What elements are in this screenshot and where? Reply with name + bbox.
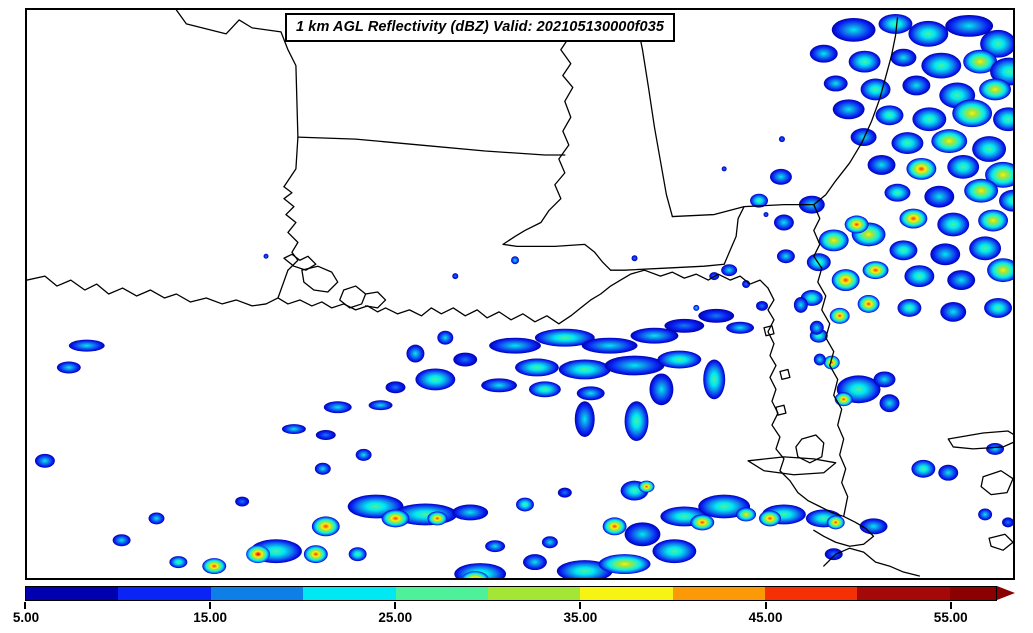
coastline-florida-east — [813, 203, 849, 518]
lake-small-2 — [775, 404, 787, 416]
coastline-delta-spur — [364, 291, 387, 309]
lake-small-3 — [763, 325, 775, 337]
island-bahamas-1 — [947, 430, 1013, 450]
coastline-cuba — [823, 547, 921, 577]
colorbar-tick — [579, 602, 582, 609]
echo-cluster-florida-peninsula — [709, 264, 900, 413]
colorbar-tick-label: 5.00 — [12, 610, 40, 625]
colorbar-segment — [395, 587, 488, 600]
colorbar-segment — [949, 587, 996, 600]
colorbar-segment — [118, 587, 211, 600]
coastline-louisiana — [277, 269, 646, 325]
coastline-atlantic-ne — [813, 17, 899, 206]
border-arkansas-louisiana — [297, 136, 566, 156]
colorbar-tick — [394, 602, 397, 609]
border-mississippi-river — [502, 21, 574, 245]
coastline-lake-pontchartrain — [301, 265, 339, 293]
colorbar-segment — [857, 587, 950, 600]
echo-cluster-ne-florida — [750, 168, 869, 370]
colorbar-tick-label: 25.00 — [378, 610, 413, 625]
colorbar-tick-label: 55.00 — [933, 610, 968, 625]
echo-specks — [263, 136, 785, 311]
colorbar-segment — [26, 587, 119, 600]
island-bahamas-3 — [980, 470, 1013, 496]
coastline-birdfoot-delta — [339, 285, 367, 309]
title-box: 1 km AGL Reflectivity (dBZ) Valid: 20210… — [285, 13, 676, 42]
map-svg — [27, 10, 1013, 578]
colorbar-tick — [24, 602, 26, 609]
echo-cluster-bahamas — [911, 442, 1013, 528]
colorbar-tick — [949, 602, 952, 609]
colorbar-tick-label: 35.00 — [563, 610, 598, 625]
colorbar-container: 5.00 15.00 25.00 35.00 45.00 55.00 — [0, 583, 1033, 633]
reflectivity-field — [34, 13, 1013, 578]
colorbar-segment — [672, 587, 765, 600]
border-louisiana-mississippi-south — [502, 243, 612, 271]
colorbar — [25, 586, 997, 601]
colorbar-tick-label: 45.00 — [748, 610, 783, 625]
border-alabama-georgia — [635, 19, 674, 218]
map-plot-area — [25, 8, 1015, 580]
geography-boundaries — [27, 10, 1013, 577]
colorbar-segment — [210, 587, 304, 600]
island-bahamas-2 — [747, 456, 837, 476]
colorbar-segment — [303, 587, 396, 600]
echo-band-central-gulf — [34, 308, 755, 547]
coastline-georgia-atlantic — [671, 205, 745, 218]
colorbar-segment — [765, 587, 858, 600]
border-georgia-florida — [723, 203, 815, 265]
echo-line-southern-gulf — [169, 480, 888, 578]
coastline-florida-west — [767, 287, 845, 518]
echo-cluster-ne-atlantic — [809, 13, 1013, 322]
figure-title: 1 km AGL Reflectivity (dBZ) Valid: 20210… — [296, 19, 665, 35]
colorbar-tick — [764, 602, 767, 609]
coastline-florida-panhandle — [643, 269, 769, 289]
colorbar-segment — [580, 587, 673, 600]
colorbar-tick-label: 15.00 — [193, 610, 228, 625]
coastline-florida-keys — [813, 515, 875, 547]
border-sabine-river — [283, 186, 299, 271]
border-alabama-florida — [609, 263, 725, 271]
colorbar-tick — [209, 602, 212, 609]
lake-small-1 — [779, 368, 791, 381]
colorbar-extend-arrow — [997, 586, 1015, 600]
island-bahamas-4 — [988, 533, 1013, 551]
colorbar-segment — [487, 587, 581, 600]
coastline-louisiana-bays — [283, 253, 317, 271]
coastline-texas — [27, 269, 289, 307]
border-texas-north — [175, 10, 299, 188]
